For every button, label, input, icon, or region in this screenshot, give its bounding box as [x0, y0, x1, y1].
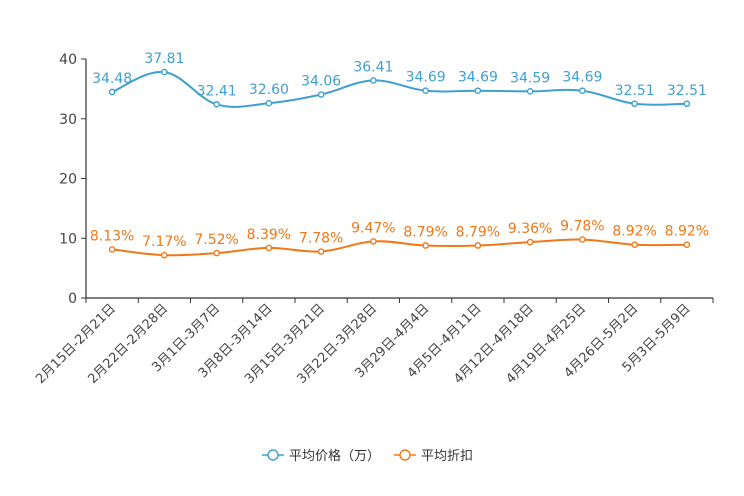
data-point: [526, 88, 534, 95]
legend-marker-2: [399, 449, 411, 461]
data-label: 36.41: [353, 59, 393, 75]
data-label: 7.52%: [194, 232, 238, 248]
data-label: 32.51: [667, 83, 707, 99]
data-label: 8.79%: [456, 224, 500, 240]
data-point: [422, 87, 429, 95]
data-label: 8.13%: [90, 228, 134, 244]
y-tick-label: 30: [59, 112, 77, 128]
data-point: [317, 91, 325, 98]
data-point: [631, 100, 638, 108]
data-point: [213, 249, 220, 257]
data-point: [213, 101, 220, 108]
y-tick-label: 20: [59, 172, 77, 188]
y-tick-label: 40: [59, 52, 77, 68]
data-point: [474, 242, 482, 249]
legend-marker-1: [267, 449, 279, 461]
data-point: [370, 77, 377, 84]
data-label: 8.79%: [403, 224, 447, 240]
data-label: 34.69: [458, 70, 498, 86]
data-label: 34.48: [92, 71, 132, 87]
data-point: [265, 244, 273, 252]
data-point: [631, 241, 638, 249]
data-point: [526, 238, 534, 246]
data-point: [108, 88, 116, 96]
data-label: 32.51: [615, 83, 655, 99]
y-tick-label: 0: [68, 291, 77, 307]
y-tick-label: 10: [59, 231, 77, 247]
data-label: 32.60: [249, 82, 289, 98]
data-point: [579, 236, 586, 243]
data-label: 37.81: [144, 51, 184, 67]
data-label: 9.47%: [351, 220, 395, 236]
series-line-1: [111, 71, 687, 108]
data-label: 7.78%: [299, 231, 343, 247]
data-point: [161, 68, 168, 76]
data-label: 34.06: [301, 73, 341, 89]
data-label: 32.41: [197, 83, 237, 99]
series-line-2: [112, 238, 687, 257]
data-point: [161, 251, 168, 259]
data-point: [683, 100, 691, 108]
data-label: 8.92%: [612, 224, 656, 240]
data-label: 34.69: [562, 70, 602, 86]
data-point: [683, 241, 691, 249]
legend-label-2: 平均折扣: [421, 449, 473, 464]
data-point: [370, 238, 377, 245]
data-point: [579, 87, 586, 95]
data-point: [422, 242, 429, 249]
data-point: [108, 246, 116, 253]
data-point: [474, 87, 482, 95]
data-point: [317, 248, 325, 255]
legend-label-1: 平均价格（万）: [289, 448, 380, 464]
data-point: [265, 99, 273, 107]
data-label: 8.92%: [665, 224, 709, 240]
data-label: 7.17%: [142, 234, 186, 250]
data-label: 34.69: [406, 70, 446, 86]
data-label: 8.39%: [247, 227, 291, 243]
data-label: 9.36%: [508, 221, 552, 237]
data-label: 34.59: [510, 70, 550, 86]
data-label: 9.78%: [560, 219, 604, 235]
